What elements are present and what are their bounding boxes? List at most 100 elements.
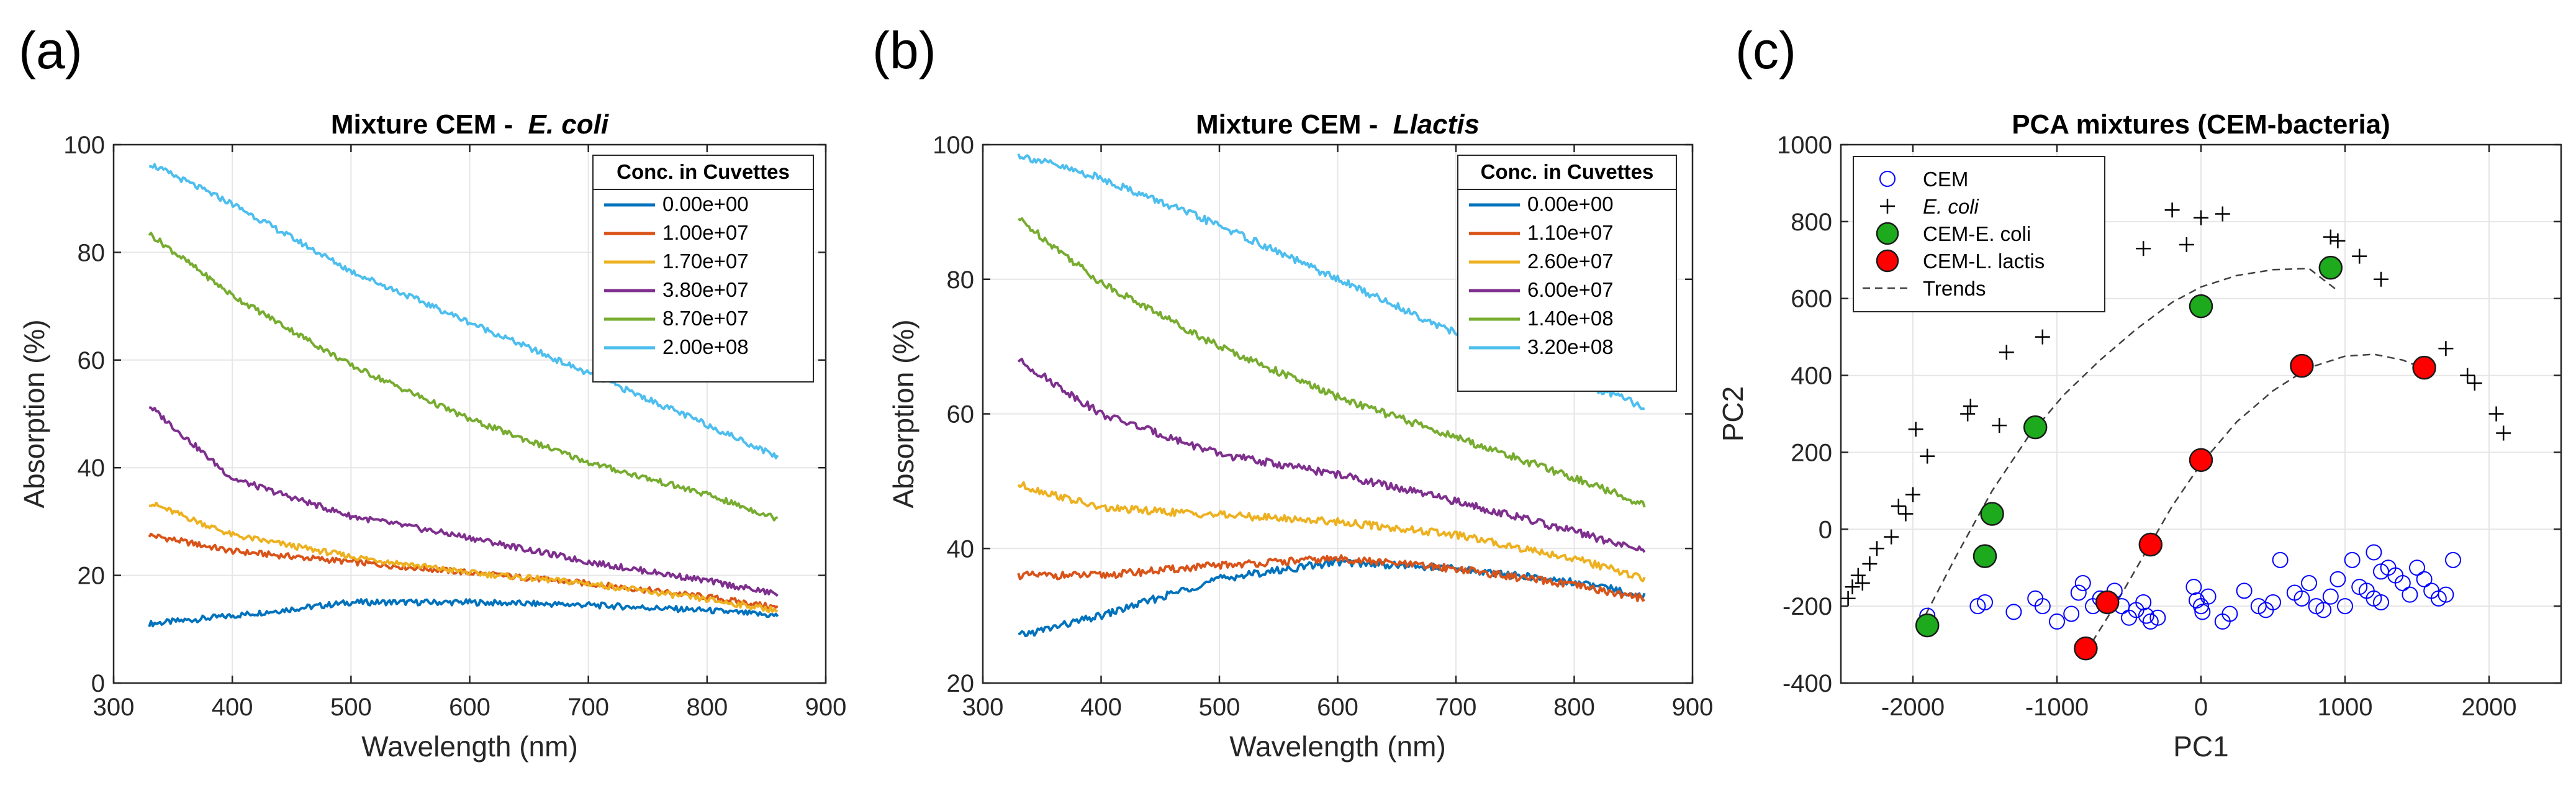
legend-entry-label: 3.20e+08 [1527, 335, 1614, 358]
chart-c-series-group [1840, 202, 2511, 661]
cem-point [2063, 605, 2080, 622]
series-line [1017, 217, 1646, 508]
legend-entry-label: CEM-L. lactis [1923, 250, 2045, 273]
legend-entry-label: 1.10e+07 [1527, 221, 1614, 244]
mixture-point [2318, 255, 2343, 280]
legend-marker-filled-circle [1876, 249, 1899, 273]
legend-entry-label: CEM [1923, 168, 1968, 191]
cem-point [2149, 609, 2166, 626]
x-tick-label: 900 [1672, 694, 1714, 721]
legend-entry-label: 2.00e+08 [662, 335, 749, 358]
cem-point [2070, 584, 2087, 601]
chart-b-ylabel: Absorption (%) [887, 319, 920, 508]
cem-point [2034, 598, 2051, 615]
y-tick-label: 40 [78, 455, 106, 482]
cem-point [2272, 551, 2289, 568]
ecoli-point [2467, 375, 2482, 391]
cem-point [2416, 571, 2433, 587]
mixture-point [1915, 613, 1940, 638]
cem-point [2074, 574, 2091, 591]
chart-b-title: Mixture CEM - Llactis [1196, 109, 1480, 140]
ecoli-point [1920, 448, 1935, 464]
legend-marker-open-circle [1879, 171, 1896, 187]
chart-b-legend: Conc. in Cuvettes 0.00e+00 1.10e+07 2.60e+0… [1457, 155, 1677, 392]
cem-point [2394, 574, 2411, 591]
chart-c-ylabel: PC2 [1717, 386, 1749, 442]
ecoli-point [1850, 568, 1866, 583]
chart-a-ticks: 300 400 500 600 700 800 900 0 20 40 60 80 100 [63, 132, 846, 721]
chart-a-xlabel: Wavelength (nm) [361, 730, 578, 763]
y-tick-label: 0 [1819, 516, 1832, 543]
legend-title: Conc. in Cuvettes [1481, 160, 1654, 183]
cem-point [2445, 551, 2461, 568]
ecoli-point [1891, 499, 1906, 514]
legend-entry-label: E. coli [1923, 195, 1980, 218]
ecoli-point [1999, 345, 2014, 360]
chart-c-xlabel: PC1 [2173, 730, 2228, 763]
ecoli-point [1960, 406, 1976, 422]
cem-point [2301, 574, 2317, 591]
cem-point [2409, 559, 2425, 576]
y-tick-label: 0 [91, 670, 105, 697]
legend-entry-label: 8.70e+07 [662, 307, 749, 330]
legend-marker-filled-circle [1876, 222, 1899, 245]
x-tick-label: 1000 [2318, 694, 2373, 721]
chart-c-legend: CEM E. coli CEM-E. coli CEM-L. lactis Trends [1853, 156, 2105, 312]
y-tick-label: 20 [78, 563, 106, 590]
cem-point [2185, 579, 2202, 596]
x-tick-label: 400 [1080, 694, 1122, 721]
legend-title: Conc. in Cuvettes [617, 160, 790, 183]
x-tick-label: -2000 [1881, 694, 1945, 721]
ecoli-point [1884, 529, 1899, 545]
cem-point [2315, 602, 2332, 618]
cem-point [2236, 582, 2253, 599]
cem-point [2373, 563, 2389, 580]
chart-a-series-group [148, 163, 779, 628]
cem-point [2366, 544, 2382, 561]
y-tick-label: 400 [1791, 363, 1832, 390]
cem-point [2200, 588, 2217, 605]
cem-point [2265, 594, 2281, 610]
ecoli-point [2352, 248, 2367, 264]
ecoli-point [2164, 202, 2180, 218]
cem-point [2005, 604, 2022, 620]
x-tick-label: 0 [2194, 694, 2208, 721]
ecoli-point [2035, 329, 2050, 345]
x-tick-label: 900 [805, 694, 847, 721]
cem-point [2373, 594, 2389, 610]
series-line [1018, 558, 1646, 638]
x-tick-label: 300 [962, 694, 1004, 721]
legend-entry-label: 1.40e+08 [1527, 307, 1614, 330]
chart-b-xlabel: Wavelength (nm) [1229, 730, 1446, 763]
cem-point [2344, 551, 2361, 568]
chart-a-title-text: Mixture CEM - [331, 109, 513, 140]
mixture-point [1980, 502, 2004, 526]
y-tick-label: 100 [63, 132, 105, 159]
series-line [148, 232, 779, 522]
mixture-point [2023, 415, 2048, 440]
ecoli-point [1898, 506, 1914, 522]
mixture-point [1973, 544, 1997, 568]
chart-a-title-italic: E. coli [528, 109, 609, 140]
x-tick-label: 500 [330, 694, 372, 721]
chart-b-series-group [1017, 153, 1646, 638]
ecoli-point [2496, 425, 2511, 441]
ecoli-point [2330, 233, 2346, 248]
chart-a: Mixture CEM - E. coli Wavelength (nm) Ab… [18, 109, 846, 763]
legend-entry-label: 1.00e+07 [662, 221, 749, 244]
legend-entry-label: 0.00e+00 [662, 192, 749, 215]
y-tick-label: 600 [1791, 286, 1832, 313]
x-tick-label: 400 [212, 694, 253, 721]
x-tick-label: 700 [1435, 694, 1477, 721]
cem-point [2221, 605, 2238, 622]
ecoli-point [1905, 487, 1920, 502]
x-tick-label: -1000 [2025, 694, 2089, 721]
mixture-point [2412, 355, 2436, 380]
chart-b-title-italic: Llactis [1393, 109, 1480, 140]
legend-entry-label: 1.70e+07 [662, 250, 749, 273]
legend-entry-label: 0.00e+00 [1527, 192, 1614, 215]
legend-entry-label: Trends [1923, 277, 1986, 300]
legend-entry-label: 2.60e+07 [1527, 250, 1614, 273]
y-tick-label: 800 [1791, 209, 1832, 236]
